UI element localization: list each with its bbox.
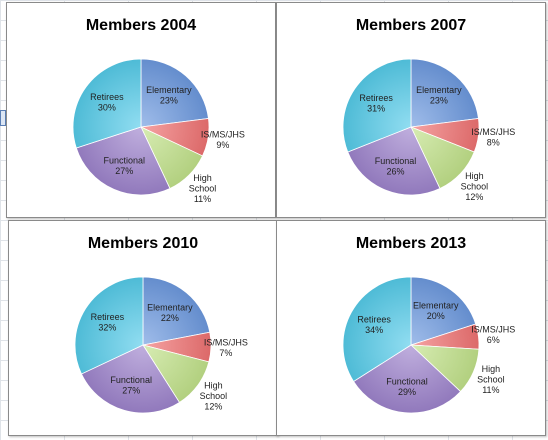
pie-chart-svg: Members 2004 Elementary 23% IS/MS/JHS 9% High… — [72, 17, 245, 204]
data-label-functional: Functional 26% — [375, 156, 417, 177]
pie-chart-svg: Members 2007 Elementary 23% IS/MS/JHS 8% High… — [342, 17, 515, 202]
data-label-is-ms-jhs: IS/MS/JHS 7% — [204, 337, 248, 358]
chart-members-2010[interactable]: Members 2010 Elementary 22% IS/MS/JHS 7% High… — [8, 220, 278, 436]
pie-slice-retirees — [72, 58, 142, 149]
pie-chart-svg: Members 2010 Elementary 22% IS/MS/JHS 7% High… — [74, 235, 248, 414]
pie-slice-retirees — [342, 58, 412, 153]
pie-slice-elementary — [140, 58, 209, 128]
chart-members-2013[interactable]: Members 2013 Elementary 20% IS/MS/JHS 6% High… — [276, 220, 546, 436]
data-label-elementary: Elementary 20% — [413, 301, 459, 322]
chart-title: Members 2010 — [88, 235, 198, 252]
pie-slice-retirees — [74, 276, 144, 375]
data-label-high-school: High School 12% — [200, 381, 228, 412]
data-label-retirees: Retirees 30% — [90, 92, 124, 113]
data-label-retirees: Retirees 31% — [359, 93, 393, 114]
pie-slice-functional — [75, 126, 171, 196]
data-label-high-school: High School 12% — [461, 171, 489, 202]
pie-slice-functional — [353, 344, 462, 414]
data-label-elementary: Elementary 23% — [146, 85, 192, 106]
data-label-functional: Functional 27% — [110, 375, 152, 396]
data-label-retirees: Retirees 34% — [357, 314, 391, 335]
data-label-functional: Functional 27% — [104, 155, 146, 176]
data-label-elementary: Elementary 23% — [416, 85, 462, 106]
chart-title: Members 2013 — [356, 235, 466, 252]
data-label-functional: Functional 29% — [386, 377, 428, 398]
pie-slice-functional — [80, 344, 180, 414]
pie-slice-elementary — [410, 58, 479, 128]
data-label-is-ms-jhs: IS/MS/JHS 8% — [471, 127, 515, 148]
chart-members-2007[interactable]: Members 2007 Elementary 23% IS/MS/JHS 8% High… — [276, 2, 546, 218]
data-label-high-school: High School 11% — [477, 364, 505, 395]
cell-selection-handle[interactable] — [0, 110, 6, 126]
pie-slice-retirees — [342, 276, 412, 382]
pie-chart-svg: Members 2013 Elementary 20% IS/MS/JHS 6% High… — [342, 235, 515, 414]
chart-title: Members 2004 — [86, 17, 196, 34]
chart-members-2004[interactable]: Members 2004 Elementary 23% IS/MS/JHS 9% High… — [6, 2, 276, 218]
pie-slice-elementary — [410, 276, 477, 346]
data-label-high-school: High School 11% — [189, 173, 217, 204]
pie-slice-elementary — [142, 276, 211, 346]
data-label-is-ms-jhs: IS/MS/JHS 6% — [471, 324, 515, 345]
data-label-retirees: Retirees 32% — [91, 312, 125, 333]
chart-title: Members 2007 — [356, 17, 466, 34]
pie-slice-functional — [347, 126, 441, 196]
data-label-is-ms-jhs: IS/MS/JHS 9% — [201, 130, 245, 151]
data-label-elementary: Elementary 22% — [147, 302, 193, 323]
